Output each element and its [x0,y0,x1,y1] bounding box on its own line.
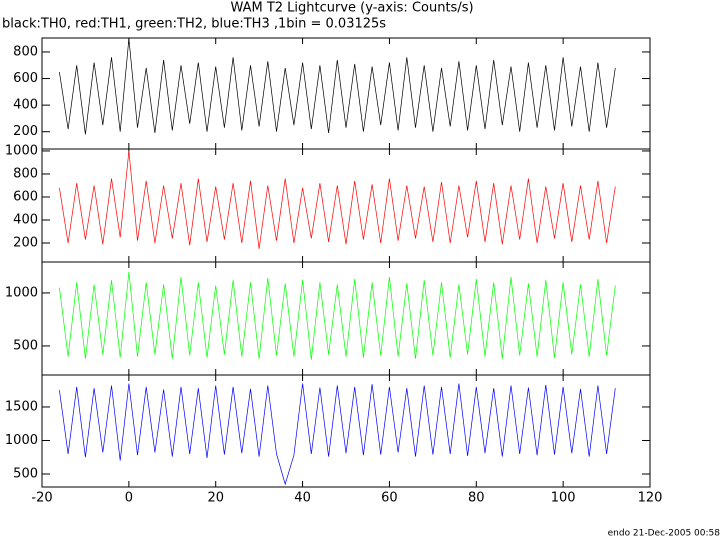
lightcurve [59,38,616,135]
y-tick-label: 200 [13,236,38,251]
panel-frame [41,374,651,488]
x-tick-label: 40 [294,491,311,506]
x-tick-label: 120 [638,491,663,506]
y-tick-label: 1000 [5,143,38,158]
y-tick-label: 1500 [5,399,38,414]
chart-subtitle: black:TH0, red:TH1, green:TH2, blue:TH3 … [2,17,386,32]
y-tick-label: 800 [13,166,38,181]
y-tick-label: 1000 [5,433,38,448]
y-tick-label: 500 [13,338,38,353]
lightcurve [59,271,616,360]
y-tick-label: 1000 [5,285,38,300]
chart-title: WAM T2 Lightcurve (y-axis: Counts/s) [230,1,473,16]
panel-frame [41,148,651,263]
x-tick-label: 80 [468,491,485,506]
y-tick-label: 200 [13,124,38,139]
x-tick-label: -20 [31,491,52,506]
x-tick-label: 60 [381,491,398,506]
y-tick-label: 400 [13,212,38,227]
y-tick-label: 500 [13,466,38,481]
y-tick-label: 600 [13,189,38,204]
y-tick-label: 600 [13,71,38,86]
x-tick-label: 0 [125,491,133,506]
lightcurve [59,150,616,249]
y-tick-label: 800 [13,44,38,59]
lightcurve [59,383,616,486]
x-tick-label: 100 [551,491,576,506]
x-tick-label: 20 [207,491,224,506]
footer: endo 21-Dec-2005 00:58 [608,529,721,539]
y-tick-label: 400 [13,98,38,113]
